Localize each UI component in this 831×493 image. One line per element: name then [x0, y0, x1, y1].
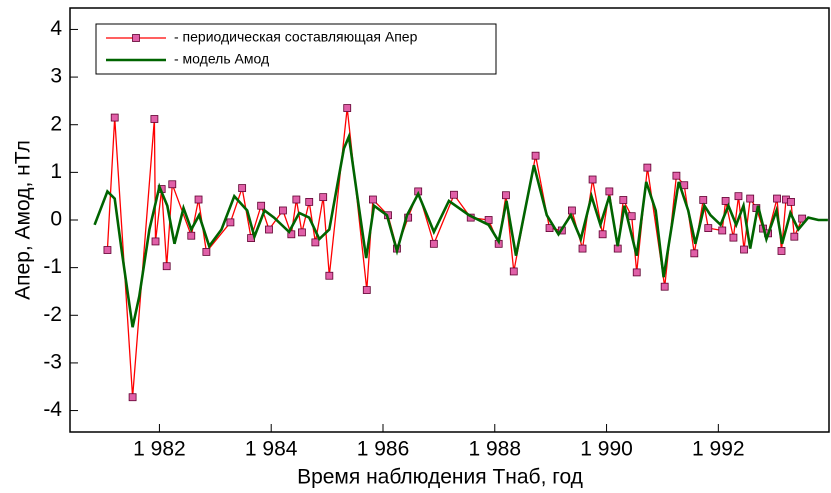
- data-point: [619, 196, 628, 204]
- legend-label: - периодическая составляющая Апер: [174, 29, 418, 45]
- data-point: [660, 282, 669, 291]
- data-point: [729, 233, 738, 242]
- data-point: [787, 197, 795, 206]
- data-point: [777, 247, 786, 255]
- data-point: [605, 187, 614, 196]
- data-point: [429, 239, 438, 248]
- y-tick-label: 2: [50, 112, 62, 135]
- data-point: [545, 224, 554, 232]
- x-tick-label: 1 982: [133, 438, 186, 461]
- x-tick-label: 1 984: [245, 438, 298, 461]
- data-point: [194, 195, 203, 204]
- data-point: [265, 225, 273, 234]
- data-point: [202, 248, 211, 256]
- data-point: [718, 226, 727, 235]
- legend-label: - модель Амод: [174, 51, 269, 67]
- data-point: [311, 238, 320, 247]
- series-line: [93, 131, 828, 328]
- y-tick-label: -1: [43, 255, 62, 278]
- data-point: [162, 262, 171, 271]
- data-point: [798, 214, 807, 223]
- data-point: [305, 197, 314, 206]
- data-point: [598, 230, 607, 239]
- y-tick-label: -2: [43, 303, 62, 326]
- data-point: [672, 171, 681, 180]
- data-point: [627, 212, 636, 221]
- data-point: [298, 228, 306, 237]
- data-point: [110, 113, 119, 122]
- y-tick-label: 4: [50, 17, 62, 40]
- data-point: [292, 195, 301, 204]
- y-tick-label: -3: [43, 350, 62, 373]
- data-point: [734, 192, 743, 201]
- data-point: [578, 244, 587, 253]
- data-point: [773, 194, 781, 203]
- data-point: [279, 206, 287, 215]
- data-point: [238, 184, 247, 192]
- data-point: [509, 267, 518, 276]
- y-axis-label: Апер, Амод, нТл: [12, 140, 35, 300]
- data-point: [699, 196, 708, 204]
- data-point: [362, 286, 371, 294]
- data-point: [643, 163, 652, 172]
- data-point: [168, 180, 177, 189]
- data-point: [588, 175, 597, 184]
- data-point: [287, 230, 296, 239]
- data-point: [746, 194, 755, 203]
- x-axis-label: Время наблюдения Тнаб, год: [297, 466, 583, 489]
- data-point: [151, 237, 160, 246]
- y-tick-label: 1: [50, 160, 62, 183]
- data-point: [740, 245, 748, 254]
- data-point: [257, 201, 266, 210]
- data-point: [568, 206, 576, 215]
- x-tick-label: 1 986: [357, 438, 410, 461]
- x-tick-label: 1 990: [580, 438, 633, 461]
- data-point: [531, 151, 540, 160]
- data-point: [369, 195, 377, 204]
- data-point: [343, 104, 352, 112]
- y-tick-label: 0: [50, 208, 62, 231]
- data-point: [325, 271, 334, 280]
- data-point: [128, 393, 137, 402]
- data-point: [790, 232, 799, 241]
- x-tick-label: 1 992: [692, 438, 745, 461]
- data-point: [226, 218, 235, 227]
- data-point: [690, 249, 699, 258]
- legend-marker: [132, 34, 140, 42]
- y-tick-label: 3: [50, 65, 62, 88]
- legend-box: [95, 23, 497, 75]
- data-point: [450, 190, 458, 199]
- data-point: [704, 224, 713, 232]
- data-point: [187, 231, 196, 240]
- data-point: [502, 191, 510, 200]
- x-tick-label: 1 988: [468, 438, 521, 461]
- data-point: [319, 193, 328, 202]
- data-point: [721, 197, 730, 205]
- data-point: [632, 268, 641, 277]
- data-point: [103, 246, 112, 254]
- data-point: [150, 115, 159, 123]
- y-tick-label: -4: [43, 398, 62, 421]
